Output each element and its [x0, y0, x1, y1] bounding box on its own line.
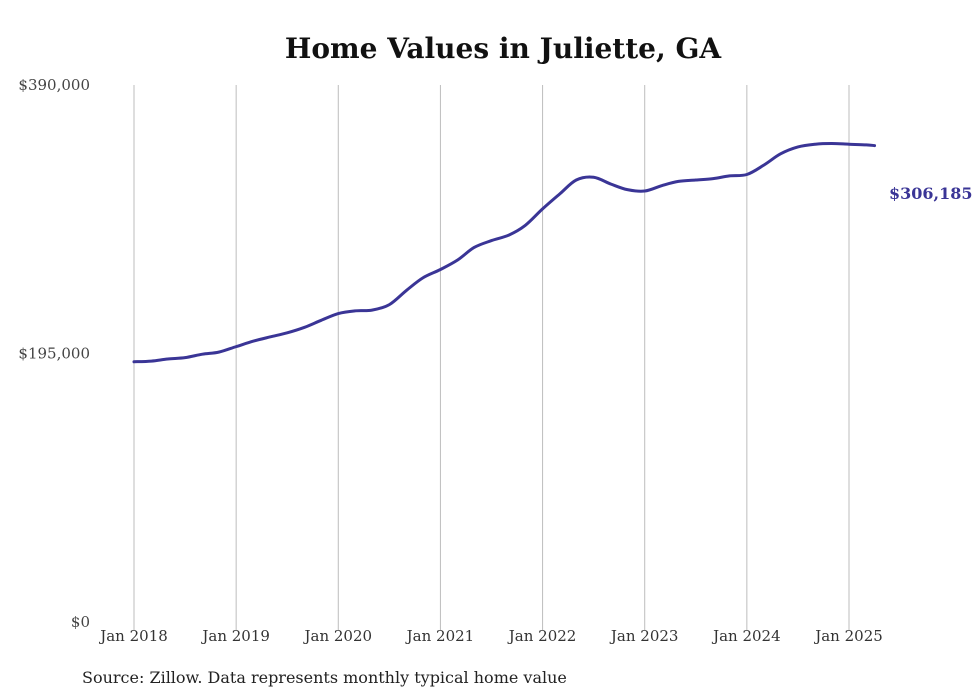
y-tick-label: $390,000 — [18, 76, 90, 94]
x-tick-label: Jan 2021 — [405, 627, 475, 645]
chart-title: Home Values in Juliette, GA — [285, 32, 722, 65]
series-layer — [132, 142, 877, 364]
x-tick-label: Jan 2020 — [303, 627, 373, 645]
grid-lines — [133, 85, 850, 630]
y-tick-label: $195,000 — [18, 345, 90, 363]
x-axis-tick-labels: Jan 2018 Jan 2019 Jan 2020 Jan 2021 Jan 2022… — [98, 627, 883, 645]
x-tick-label: Jan 2024 — [711, 627, 781, 645]
source-note: Source: Zillow. Data represents monthly … — [82, 668, 567, 687]
series-line-0 — [132, 142, 877, 364]
y-axis-tick-labels: $390,000 $195,000 $0 — [18, 76, 90, 631]
end-value-label: $306,185 — [889, 184, 973, 203]
x-tick-label: Jan 2022 — [507, 627, 577, 645]
x-tick-label: Jan 2025 — [813, 627, 883, 645]
x-tick-label: Jan 2023 — [609, 627, 679, 645]
y-tick-label: $0 — [71, 613, 90, 631]
x-tick-label: Jan 2018 — [98, 627, 168, 645]
x-tick-label: Jan 2019 — [200, 627, 270, 645]
